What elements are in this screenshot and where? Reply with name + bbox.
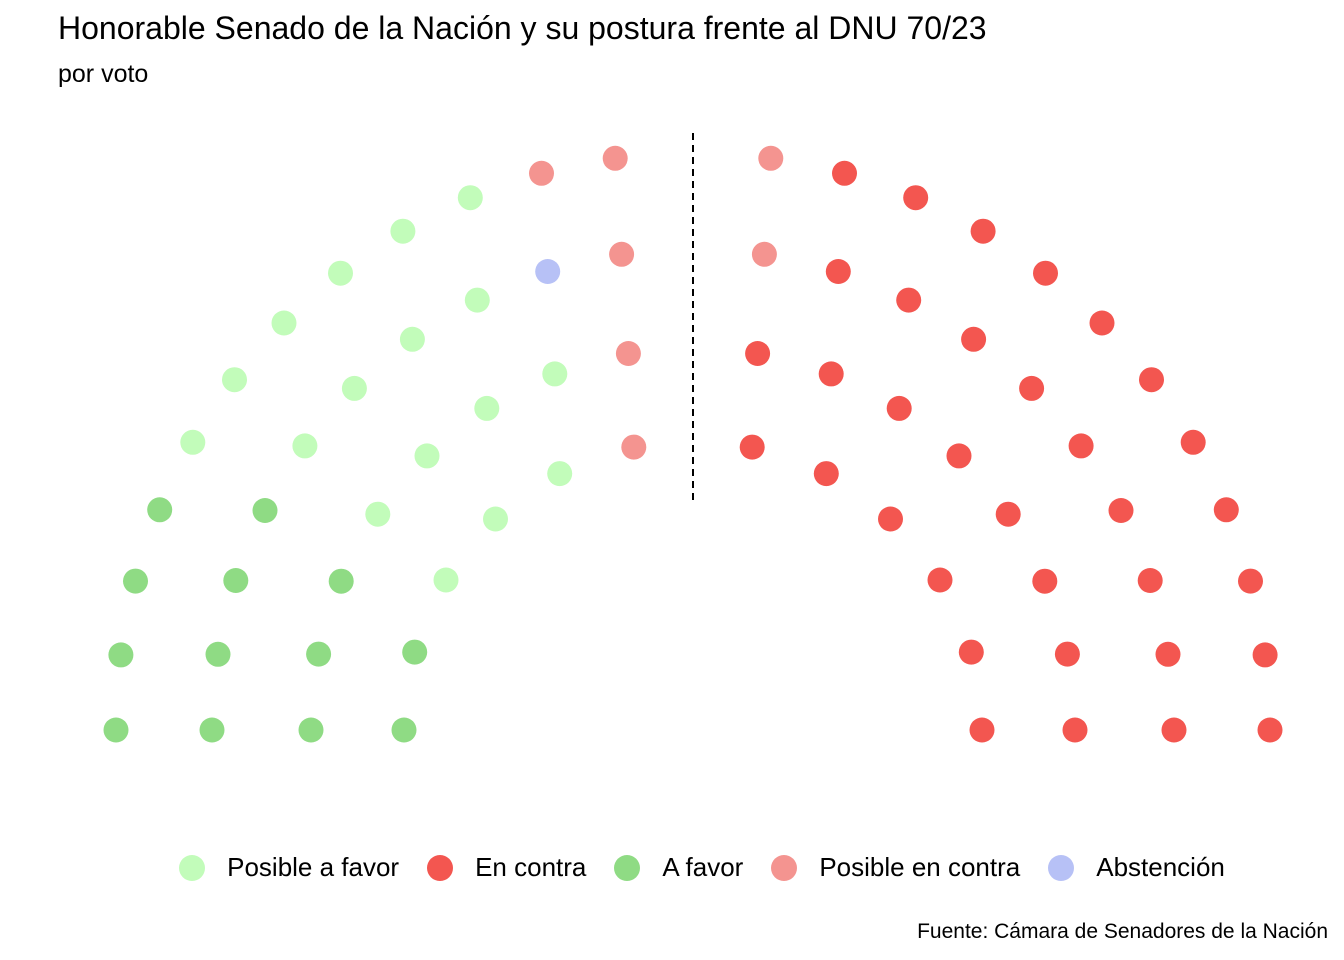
- seat-contra: [961, 326, 987, 352]
- seat-contra: [1238, 568, 1263, 594]
- seat-posible-favor: [464, 287, 490, 313]
- legend-item-favor: A favor: [614, 852, 743, 883]
- seat-favor: [103, 717, 129, 743]
- legend-swatch: [614, 854, 641, 881]
- seat-favor: [147, 497, 173, 523]
- seat-contra: [813, 461, 839, 487]
- seat-posible-favor: [483, 506, 508, 532]
- seat-contra: [1089, 310, 1115, 336]
- seat-posible-favor: [328, 260, 353, 286]
- seat-contra: [1180, 429, 1206, 455]
- seat-posible-contra: [615, 341, 641, 366]
- chart-subtitle: por voto: [58, 60, 149, 88]
- seat-posible-contra: [529, 160, 554, 186]
- seat-posible-favor: [341, 375, 367, 401]
- seat-contra: [1213, 497, 1239, 523]
- seat-abstencion: [535, 259, 561, 284]
- seat-contra: [1252, 642, 1278, 668]
- seat-contra: [745, 341, 771, 366]
- seat-favor: [108, 642, 134, 668]
- seats-group: [103, 145, 1283, 743]
- seat-contra: [1033, 260, 1058, 286]
- seat-contra: [1068, 433, 1094, 459]
- seat-contra: [958, 639, 984, 665]
- seat-contra: [1137, 568, 1163, 593]
- seat-posible-contra: [758, 145, 784, 171]
- legend-swatch: [427, 854, 454, 881]
- seat-contra: [1054, 641, 1080, 667]
- seat-favor: [199, 717, 225, 743]
- legend-item-posible-favor: Posible a favor: [179, 852, 399, 883]
- seat-favor: [223, 568, 249, 593]
- legend-swatch: [1048, 854, 1075, 881]
- seat-contra: [878, 506, 903, 532]
- seat-favor: [328, 568, 354, 594]
- legend-label: Posible en contra: [819, 852, 1021, 882]
- seat-posible-favor: [433, 567, 459, 593]
- seat-contra: [886, 395, 912, 421]
- seat-favor: [123, 568, 148, 594]
- seat-posible-favor: [474, 395, 500, 421]
- seat-contra: [1257, 717, 1283, 743]
- seat-posible-contra: [751, 241, 777, 267]
- seat-posible-favor: [292, 433, 318, 459]
- seat-contra: [825, 259, 851, 284]
- seat-contra: [927, 567, 953, 593]
- legend-swatch: [179, 854, 206, 881]
- legend-label: Posible a favor: [227, 852, 400, 882]
- legend-label: En contra: [475, 852, 587, 882]
- seat-favor: [306, 641, 332, 667]
- seat-contra: [818, 361, 844, 387]
- seat-contra: [1019, 375, 1045, 401]
- seat-posible-favor: [542, 361, 568, 387]
- chart-title: Honorable Senado de la Nación y su postu…: [58, 10, 987, 46]
- seat-contra: [739, 434, 765, 460]
- seat-favor: [205, 641, 231, 667]
- parliament-chart: [103, 133, 1283, 743]
- seat-posible-favor: [547, 461, 573, 487]
- seat-contra: [1161, 717, 1187, 743]
- chart-caption: Fuente: Cámara de Senadores de la Nación: [917, 920, 1328, 943]
- seat-posible-favor: [399, 326, 425, 352]
- seat-contra: [1139, 367, 1164, 393]
- seat-posible-favor: [414, 443, 440, 469]
- seat-contra: [1108, 498, 1134, 523]
- seat-contra: [970, 218, 996, 244]
- seat-contra: [903, 185, 929, 211]
- seat-favor: [391, 717, 417, 743]
- legend-item-posible-contra: Posible en contra: [771, 852, 1020, 883]
- seat-posible-contra: [621, 434, 647, 460]
- seat-posible-contra: [609, 241, 635, 267]
- seat-contra: [1032, 568, 1058, 594]
- legend-item-contra: En contra: [427, 852, 586, 883]
- legend-item-abstencion: Abstención: [1048, 852, 1225, 883]
- seat-favor: [402, 639, 428, 665]
- seat-favor: [252, 498, 278, 523]
- seat-contra: [946, 443, 972, 469]
- seat-posible-favor: [365, 501, 391, 527]
- seat-contra: [969, 717, 995, 743]
- seat-contra: [1062, 717, 1088, 743]
- seat-posible-favor: [222, 367, 247, 393]
- legend-swatch: [771, 854, 798, 881]
- seat-posible-favor: [180, 429, 206, 455]
- seat-contra: [1155, 641, 1181, 667]
- seat-posible-contra: [602, 145, 628, 171]
- seat-posible-favor: [457, 185, 483, 211]
- legend-label: Abstención: [1096, 852, 1225, 882]
- legend-label: A favor: [662, 852, 744, 882]
- legend: Posible a favor En contra A favor Posibl…: [0, 852, 1344, 883]
- seat-contra: [995, 501, 1021, 527]
- seat-contra: [896, 287, 922, 313]
- seat-posible-favor: [390, 218, 416, 244]
- seat-favor: [298, 717, 324, 743]
- seat-contra: [832, 160, 857, 186]
- seat-posible-favor: [271, 310, 297, 336]
